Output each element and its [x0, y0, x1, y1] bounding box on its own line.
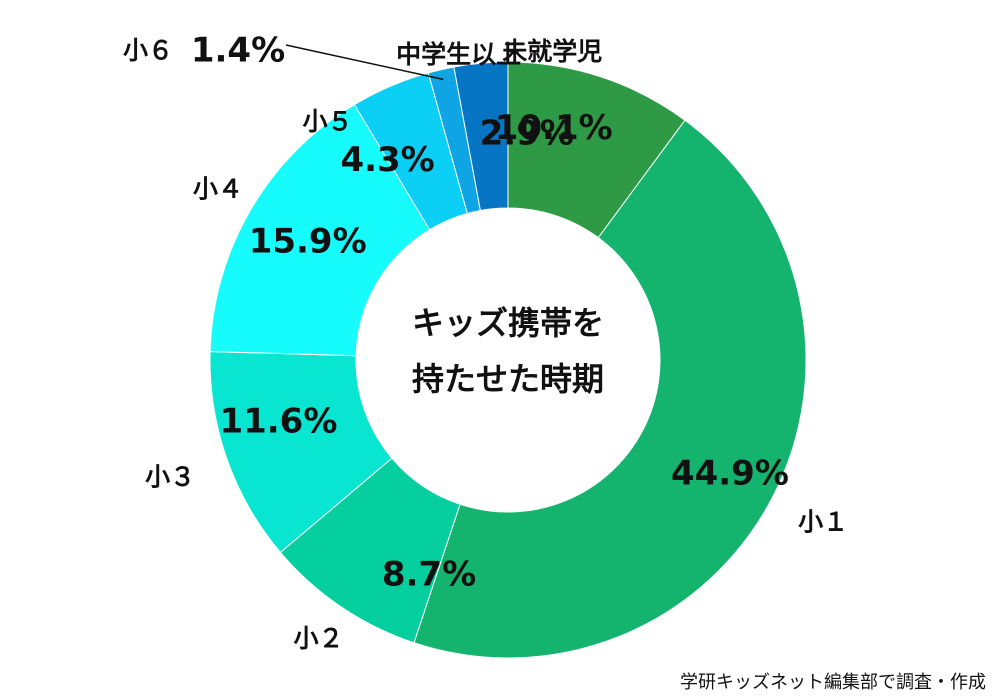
- value-label-8: 2.9%: [480, 113, 574, 153]
- donut-slices: [209, 61, 807, 659]
- value-label-7: 1.4%: [191, 31, 285, 71]
- category-label-2: 小１: [798, 507, 848, 536]
- category-label-4: 小３: [145, 462, 195, 491]
- leader-line-small-slice: [285, 44, 444, 81]
- slice-8: [453, 61, 509, 212]
- source-note: 学研キッズネット編集部で調査・作成: [680, 672, 986, 693]
- value-label-5: 15.9%: [249, 221, 367, 261]
- slice-4: [209, 351, 393, 554]
- category-label-1: 未就学児: [502, 37, 602, 66]
- slice-5: [209, 103, 431, 357]
- category-label-6: 小５: [303, 107, 353, 136]
- category-label-8: 中学生以上: [396, 40, 521, 69]
- value-label-6: 4.3%: [340, 140, 434, 180]
- center-title-line-1: キッズ携帯を: [412, 304, 604, 342]
- slice-2: [413, 119, 807, 659]
- value-label-2: 44.9%: [671, 454, 789, 494]
- category-label-5: 小４: [193, 174, 243, 203]
- value-label-4: 11.6%: [219, 401, 337, 441]
- value-label-3: 8.7%: [382, 555, 476, 595]
- value-label-1: 10.1%: [495, 108, 613, 148]
- slice-labels: 10.1% 未就学児 44.9% 小１ 8.7% 小２ 11.6% 小３ 15.9%小４ 4.3%…: [123, 31, 848, 653]
- center-title-line-2: 持たせた時期: [412, 360, 604, 398]
- category-label-7: 小６: [123, 36, 173, 65]
- category-label-3: 小２: [294, 624, 344, 653]
